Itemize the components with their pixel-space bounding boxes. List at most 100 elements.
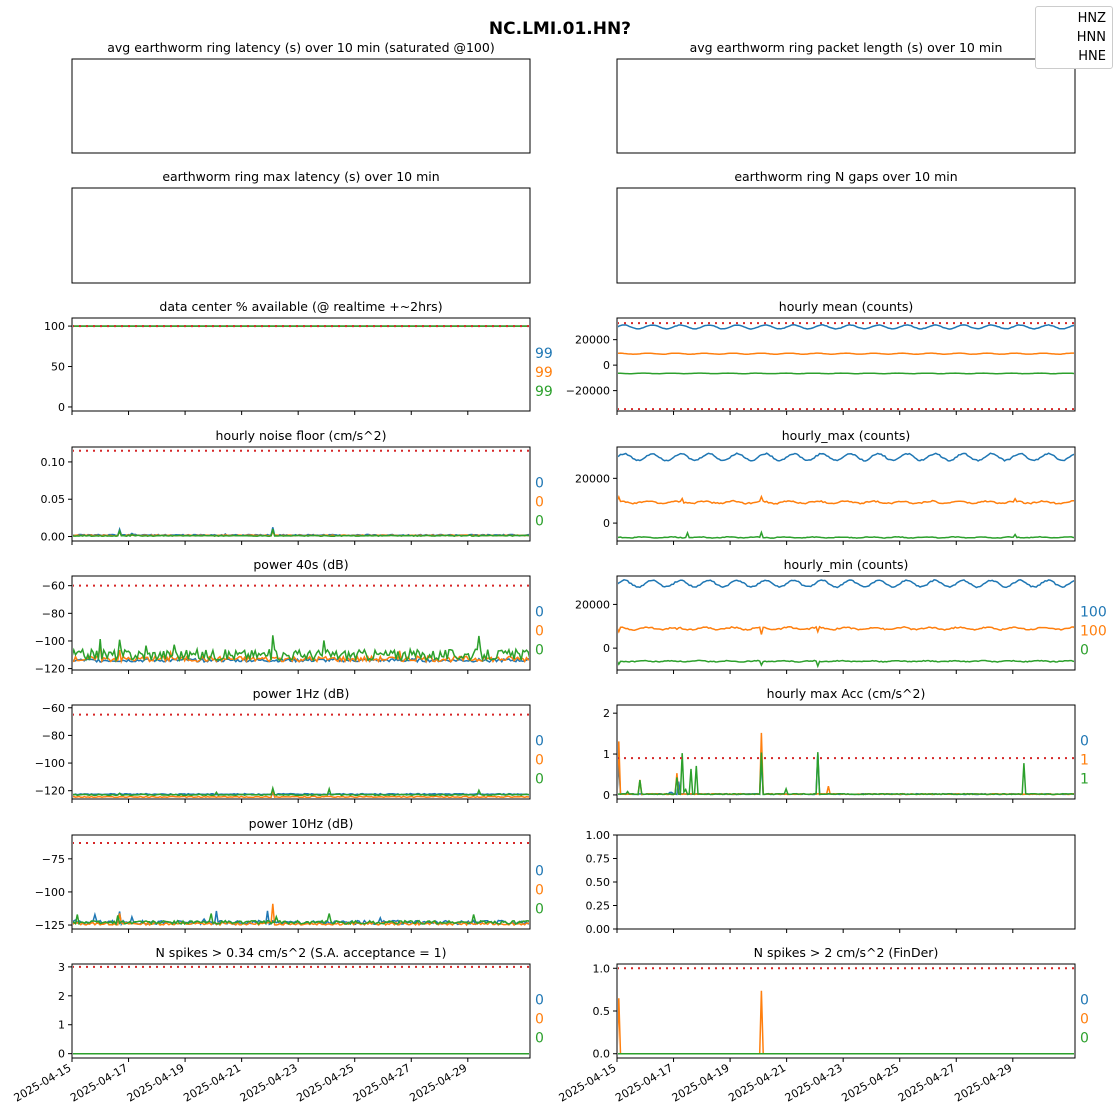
series-line-hne — [618, 530, 1074, 539]
y-tick-label: −100 — [35, 757, 65, 770]
subplot-title: N spikes > 0.34 cm/s^2 (S.A. acceptance … — [155, 945, 446, 960]
subplot-p10: power 10Hz (dB) −125 −100 −75 0 0 0 — [35, 816, 544, 933]
y-tick-label: 0 — [58, 401, 65, 414]
right-label-hnn: 0 — [535, 623, 544, 639]
right-label-hnz: 0 — [535, 604, 544, 620]
series-line-hnn — [73, 789, 529, 798]
y-tick-label: 0 — [603, 517, 610, 530]
subplot-hmin: hourly_min (counts) 0 20000 100 100 0 — [575, 557, 1107, 674]
axes-frame — [616, 704, 1076, 800]
axes-frame — [71, 446, 531, 542]
subplot-title: hourly max Acc (cm/s^2) — [767, 686, 926, 701]
right-label-hne: 1 — [1080, 771, 1089, 787]
subplot-empty: 0.00 0.25 0.50 0.75 1.00 — [586, 829, 1076, 936]
series-line-hnz — [618, 324, 1074, 330]
right-label-hne: 0 — [535, 1030, 544, 1046]
right-label-hnz: 100 — [1080, 604, 1107, 620]
subplot-hmax: hourly_max (counts) 0 20000 — [575, 428, 1076, 545]
subplot-gaps: earthworm ring N gaps over 10 min — [616, 169, 1076, 284]
x-tick-label: 2025-04-17 — [68, 1061, 130, 1104]
right-label-hne: 0 — [1080, 1030, 1089, 1046]
y-tick-label: 1 — [58, 1019, 65, 1032]
y-tick-label: 0.0 — [593, 1048, 611, 1061]
subplot-hacc: hourly max Acc (cm/s^2) 0 1 2 0 1 1 — [603, 686, 1089, 803]
right-label-hnz: 0 — [1080, 733, 1089, 749]
series-line-hnn — [618, 625, 1074, 635]
y-tick-label: 0.00 — [586, 923, 611, 936]
x-tick-label: 2025-04-25 — [839, 1061, 901, 1104]
right-label-hnz: 0 — [1080, 992, 1089, 1008]
y-tick-label: 0.05 — [41, 493, 66, 506]
x-tick-label: 2025-04-27 — [896, 1061, 958, 1104]
y-tick-label: −100 — [35, 635, 65, 648]
subplot-p40: power 40s (dB) −120 −100 −80 −60 0 0 0 — [35, 557, 544, 676]
subplot-title: hourly noise floor (cm/s^2) — [216, 428, 387, 443]
y-tick-label: −20000 — [566, 385, 610, 398]
axes-frame — [616, 575, 1076, 671]
axes-frame — [71, 187, 531, 284]
right-label-hnz: 99 — [535, 346, 553, 362]
right-label-hne: 0 — [535, 901, 544, 917]
subplot-title: power 1Hz (dB) — [253, 686, 350, 701]
axes-frame — [71, 58, 531, 154]
y-tick-label: 0 — [603, 359, 610, 372]
y-tick-label: −60 — [42, 580, 65, 593]
x-tick-label: 2025-04-25 — [294, 1061, 356, 1104]
y-tick-label: −125 — [35, 919, 65, 932]
subplot-title: hourly_min (counts) — [784, 557, 909, 572]
x-tick-label: 2025-04-19 — [670, 1061, 732, 1104]
series-line-hnz — [618, 452, 1074, 462]
y-tick-label: 20000 — [575, 598, 610, 611]
series-line-hnz — [618, 578, 1074, 589]
y-tick-label: 50 — [51, 361, 65, 374]
right-label-hnn: 100 — [1080, 623, 1107, 639]
subplot-p1: power 1Hz (dB) −120 −100 −80 −60 0 0 0 — [35, 686, 544, 803]
legend-entry-hne: HNE — [1078, 49, 1106, 64]
y-tick-label: 100 — [44, 320, 65, 333]
subplot-maxlat: earthworm ring max latency (s) over 10 m… — [71, 169, 531, 284]
x-tick-label: 2025-04-23 — [238, 1061, 300, 1104]
y-tick-label: 20000 — [575, 472, 610, 485]
x-tick-label: 2025-04-29 — [952, 1061, 1014, 1104]
y-tick-label: −80 — [42, 729, 65, 742]
legend-entry-hnz: HNZ — [1077, 11, 1106, 26]
y-tick-label: 0.5 — [593, 1005, 611, 1018]
right-label-hne: 99 — [535, 384, 553, 400]
axes-frame — [616, 317, 1076, 412]
right-label-hnz: 0 — [535, 992, 544, 1008]
axes-frame — [71, 575, 531, 671]
axes-frame — [616, 834, 1076, 930]
y-tick-label: −75 — [42, 853, 65, 866]
y-tick-label: 0.50 — [586, 876, 611, 889]
y-tick-label: 0.75 — [586, 853, 611, 866]
axes-frame — [616, 58, 1076, 154]
series-line-hne — [618, 659, 1074, 669]
y-tick-label: −120 — [35, 663, 65, 676]
subplot-title: N spikes > 2 cm/s^2 (FinDer) — [754, 945, 939, 960]
y-tick-label: 0 — [58, 1048, 65, 1061]
figure-title: NC.LMI.01.HN? — [488, 19, 632, 39]
subplot-avail: data center % available (@ realtime +~2h… — [44, 299, 553, 415]
y-tick-label: 1.0 — [593, 962, 611, 975]
y-tick-label: −80 — [42, 607, 65, 620]
subplot-noise: hourly noise floor (cm/s^2) 0.00 0.05 0.10 0… — [41, 428, 544, 545]
axes-frame — [71, 834, 531, 930]
subplot-title: data center % available (@ realtime +~2h… — [159, 299, 442, 314]
series-line-hnn — [618, 352, 1074, 356]
legend-entry-hnn: HNN — [1076, 30, 1106, 45]
series-line-hne — [73, 635, 529, 663]
x-tick-label: 2025-04-21 — [726, 1061, 788, 1104]
y-tick-label: 1.00 — [586, 829, 611, 842]
right-label-hne: 0 — [535, 771, 544, 787]
right-label-hnz: 0 — [535, 475, 544, 491]
right-label-hnn: 0 — [535, 882, 544, 898]
y-tick-label: 0.00 — [41, 531, 66, 544]
subplot-title: earthworm ring max latency (s) over 10 m… — [162, 169, 439, 184]
right-label-hne: 0 — [535, 513, 544, 529]
right-label-hnn: 0 — [535, 494, 544, 510]
y-tick-label: 2 — [603, 707, 610, 720]
right-label-hnn: 0 — [535, 752, 544, 768]
legend: HNZ HNN HNE — [1035, 6, 1113, 69]
y-tick-label: 3 — [58, 961, 65, 974]
